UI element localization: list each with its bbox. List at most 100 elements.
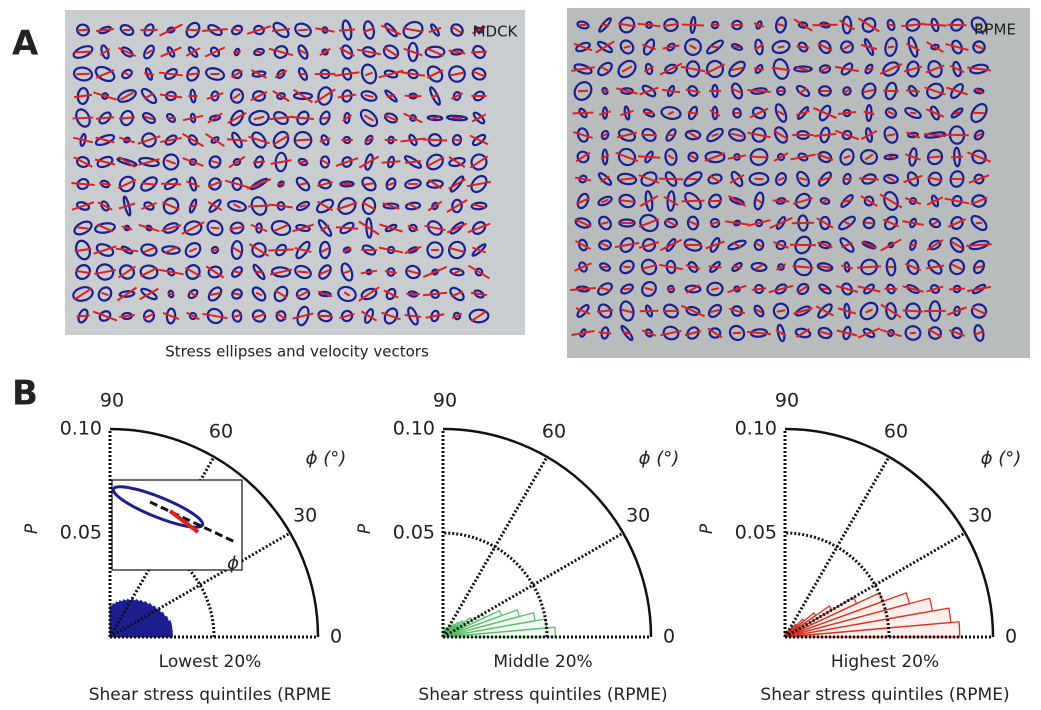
velocity-vector	[233, 52, 241, 53]
velocity-vector	[949, 289, 965, 290]
velocity-vector	[976, 223, 982, 224]
velocity-vector	[253, 161, 265, 162]
velocity-vector	[640, 311, 659, 312]
velocity-vector	[76, 74, 89, 75]
velocity-vector	[297, 271, 308, 272]
velocity-vector	[298, 30, 308, 31]
x-axis-label: Shear stress quintiles (RPME)	[418, 685, 667, 705]
subtitle: Highest 20%	[831, 652, 939, 672]
velocity-vector	[947, 25, 966, 26]
image-label: MDCK	[473, 23, 519, 41]
velocity-vector	[168, 294, 174, 295]
velocity-vector	[755, 179, 764, 180]
velocity-vector	[602, 90, 609, 91]
velocity-vector	[161, 184, 181, 185]
theta-tick-label: 60	[884, 420, 908, 442]
velocity-vector	[452, 118, 463, 119]
velocity-vector	[906, 90, 920, 91]
velocity-vector	[708, 267, 721, 268]
velocity-vector	[859, 178, 879, 179]
velocity-vector	[78, 30, 89, 31]
r-axis-label: P	[22, 523, 42, 534]
velocity-vector	[888, 47, 894, 48]
subtitle: Lowest 20%	[159, 652, 262, 672]
theta-tick-label: 0	[330, 626, 342, 648]
r-tick-label: 0.05	[60, 522, 102, 544]
velocity-vector	[733, 333, 741, 334]
r-tick-label: 0.10	[735, 418, 777, 440]
velocity-vector	[167, 118, 174, 119]
velocity-vector	[453, 139, 461, 140]
velocity-vector	[929, 156, 942, 157]
velocity-vector	[864, 222, 873, 223]
velocity-vector	[255, 272, 262, 273]
velocity-vector	[667, 134, 674, 135]
velocity-vector	[682, 25, 704, 26]
theta-axis-label: ϕ (°)	[306, 448, 347, 469]
velocity-vector	[951, 157, 963, 158]
image-caption: Stress ellipses and velocity vectors	[165, 343, 429, 361]
micrograph	[65, 10, 525, 335]
velocity-vector	[778, 46, 784, 47]
velocity-vector	[295, 139, 310, 140]
velocity-vector	[248, 205, 270, 206]
velocity-vector	[710, 46, 719, 47]
panel-label: A	[12, 24, 39, 64]
image-label: RPME	[974, 21, 1016, 39]
velocity-vector	[227, 139, 247, 140]
panel-label: B	[12, 374, 38, 414]
velocity-vector	[187, 73, 200, 74]
theta-tick-label: 90	[433, 390, 457, 412]
r-tick-label: 0.10	[60, 418, 102, 440]
velocity-vector	[682, 201, 705, 202]
angle-grid-line	[443, 457, 547, 637]
velocity-vector	[790, 245, 816, 246]
velocity-vector	[812, 25, 837, 26]
velocity-vector	[910, 113, 916, 114]
velocity-vector	[624, 289, 631, 290]
velocity-vector	[423, 140, 447, 141]
velocity-vector	[601, 24, 609, 25]
theta-tick-label: 60	[542, 420, 566, 442]
velocity-vector	[750, 156, 767, 157]
velocity-vector	[773, 201, 789, 202]
velocity-vector	[659, 179, 683, 180]
theta-tick-label: 0	[663, 626, 675, 648]
velocity-vector	[186, 30, 200, 31]
r-tick-label: 0.10	[393, 418, 435, 440]
velocity-vector	[298, 161, 308, 162]
theta-tick-label: 30	[968, 505, 992, 527]
velocity-vector	[211, 228, 220, 229]
x-axis-label: Shear stress quintiles (RPME	[89, 685, 332, 705]
r-axis-label: P	[355, 523, 375, 534]
theta-axis-label: ϕ (°)	[981, 448, 1022, 469]
velocity-vector	[688, 112, 698, 113]
theta-tick-label: 60	[209, 420, 233, 442]
velocity-vector	[923, 24, 946, 25]
velocity-vector	[339, 29, 355, 30]
velocity-vector	[573, 113, 594, 114]
velocity-vector	[972, 113, 985, 114]
theta-axis-label: ϕ (°)	[639, 448, 680, 469]
velocity-vector	[78, 227, 89, 228]
theta-tick-label: 90	[100, 390, 124, 412]
velocity-vector	[142, 183, 156, 184]
theta-tick-label: 0	[1005, 626, 1017, 648]
velocity-vector	[73, 118, 94, 119]
velocity-vector	[909, 244, 916, 245]
r-axis-label: P	[697, 523, 717, 534]
velocity-vector	[74, 52, 92, 53]
velocity-vector	[405, 96, 422, 97]
figure: A B MDCK RPME Stress ellipses and veloci…	[0, 0, 1041, 706]
r-tick-label: 0.05	[393, 522, 435, 544]
theta-tick-label: 90	[775, 390, 799, 412]
x-axis-label: Shear stress quintiles (RPME)	[760, 685, 1009, 705]
theta-tick-label: 30	[626, 505, 650, 527]
subtitle: Middle 20%	[493, 652, 592, 672]
velocity-vector	[903, 310, 924, 311]
r-tick-label: 0.05	[735, 522, 777, 544]
outer-arc	[443, 429, 651, 637]
velocity-vector	[883, 91, 899, 92]
velocity-vector	[638, 156, 660, 157]
velocity-vector	[688, 178, 698, 179]
